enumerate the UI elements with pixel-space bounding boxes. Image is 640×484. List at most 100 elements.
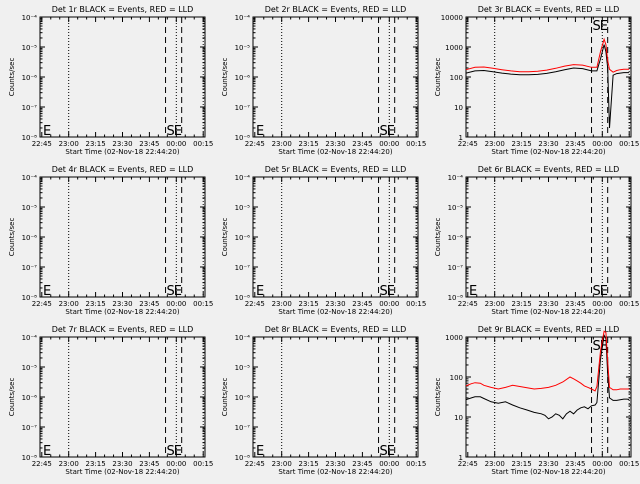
x-tick-label: 23:00	[59, 140, 79, 148]
y-axis-label: Counts/sec	[434, 218, 442, 257]
x-tick-label: 23:30	[325, 460, 345, 468]
y-tick-label: 1	[459, 454, 463, 462]
end-marker-left: E	[256, 284, 264, 299]
plot-frame	[252, 176, 419, 298]
x-tick-label: 23:45	[139, 140, 159, 148]
y-tick-label: 10	[454, 104, 463, 112]
x-tick-label: 23:45	[565, 300, 585, 308]
plot-frame	[39, 336, 206, 458]
end-marker: E	[600, 19, 608, 34]
x-axis-label: Start Time (02-Nov-18 22:44:20)	[65, 308, 179, 316]
panel-det-6: Det 6r BLACK = Events, RED = LLD 10⁻⁸ 10⁻⁷…	[434, 165, 639, 316]
x-tick-label: 23:00	[272, 300, 292, 308]
y-tick-label: 10⁻⁸	[235, 454, 251, 462]
x-tick-label: 23:00	[272, 140, 292, 148]
y-tick-label: 10⁻⁶	[22, 394, 38, 402]
panel-title: Det 4r BLACK = Events, RED = LLD	[52, 165, 194, 174]
y-tick-label: 10⁻⁴	[235, 14, 251, 22]
x-tick-label: 00:15	[406, 140, 426, 148]
plot-frame	[252, 16, 419, 138]
panel-title: Det 5r BLACK = Events, RED = LLD	[265, 165, 407, 174]
x-tick-label: 23:15	[299, 140, 319, 148]
x-tick-label: 23:15	[512, 460, 532, 468]
y-tick-label: 10⁻⁵	[448, 204, 464, 212]
plot-frame	[39, 176, 206, 298]
panel-title: Det 1r BLACK = Events, RED = LLD	[52, 5, 194, 14]
start-marker: S	[380, 124, 388, 139]
x-tick-label: 23:00	[59, 460, 79, 468]
end-marker-left: E	[256, 124, 264, 139]
end-marker-left: E	[43, 444, 51, 459]
end-marker: E	[387, 124, 395, 139]
y-tick-label: 10⁻⁶	[22, 74, 38, 82]
y-tick-label: 10⁻⁴	[235, 334, 251, 342]
x-tick-label: 00:00	[592, 460, 612, 468]
start-marker: S	[167, 284, 175, 299]
x-tick-label: 23:00	[485, 300, 505, 308]
x-axis-label: Start Time (02-Nov-18 22:44:20)	[491, 148, 605, 156]
x-tick-label: 00:00	[379, 300, 399, 308]
x-tick-label: 22:45	[458, 140, 478, 148]
x-axis-label: Start Time (02-Nov-18 22:44:20)	[278, 148, 392, 156]
x-tick-label: 23:15	[512, 140, 532, 148]
x-tick-label: 22:45	[32, 140, 52, 148]
x-axis-label: Start Time (02-Nov-18 22:44:20)	[65, 148, 179, 156]
y-tick-label: 10⁻⁴	[22, 174, 38, 182]
plot-frame	[465, 16, 632, 138]
x-tick-label: 22:45	[458, 460, 478, 468]
panel-det-5: Det 5r BLACK = Events, RED = LLD 10⁻⁸ 10⁻⁷…	[221, 165, 426, 316]
panel-title: Det 7r BLACK = Events, RED = LLD	[52, 325, 194, 334]
x-tick-label: 23:30	[112, 460, 132, 468]
x-tick-label: 23:15	[512, 300, 532, 308]
panel-det-2: Det 2r BLACK = Events, RED = LLD 10⁻⁸ 10⁻⁷…	[221, 5, 426, 156]
x-tick-label: 23:30	[538, 460, 558, 468]
series-lld-line	[465, 330, 630, 392]
y-tick-label: 10⁻⁸	[22, 134, 38, 142]
y-tick-label: 10⁻⁶	[235, 74, 251, 82]
y-tick-label: 10⁻⁶	[235, 234, 251, 242]
y-tick-label: 10⁻⁸	[235, 134, 251, 142]
x-tick-label: 23:30	[538, 300, 558, 308]
end-marker-left: E	[43, 284, 51, 299]
y-tick-label: 10⁻⁴	[22, 334, 38, 342]
y-tick-label: 10⁻⁶	[22, 234, 38, 242]
x-tick-label: 23:45	[352, 300, 372, 308]
x-tick-label: 23:15	[86, 140, 106, 148]
panel-det-1: Det 1r BLACK = Events, RED = LLD 10⁻⁸ 10⁻⁷…	[8, 5, 213, 156]
x-tick-label: 00:15	[619, 460, 639, 468]
y-axis-label: Counts/sec	[221, 58, 229, 97]
end-marker: E	[387, 284, 395, 299]
panel-title: Det 8r BLACK = Events, RED = LLD	[265, 325, 407, 334]
x-tick-label: 23:45	[139, 460, 159, 468]
x-tick-label: 23:00	[59, 300, 79, 308]
y-tick-label: 10⁻⁷	[448, 264, 464, 272]
x-tick-label: 23:30	[112, 300, 132, 308]
x-tick-label: 00:15	[193, 460, 213, 468]
y-axis-label: Counts/sec	[8, 218, 16, 257]
panel-title: Det 3r BLACK = Events, RED = LLD	[478, 5, 620, 14]
y-tick-label: 10⁻⁴	[235, 174, 251, 182]
y-axis-label: Counts/sec	[221, 218, 229, 257]
x-tick-label: 22:45	[32, 300, 52, 308]
y-axis-label: Counts/sec	[8, 58, 16, 97]
x-tick-label: 22:45	[32, 460, 52, 468]
plot-frame	[252, 336, 419, 458]
x-tick-label: 23:30	[325, 300, 345, 308]
plot-frame	[39, 16, 206, 138]
y-tick-label: 1000	[445, 334, 463, 342]
x-tick-label: 23:00	[272, 460, 292, 468]
y-tick-label: 1	[459, 134, 463, 142]
panel-det-4: Det 4r BLACK = Events, RED = LLD 10⁻⁸ 10⁻⁷…	[8, 165, 213, 316]
x-tick-label: 22:45	[245, 300, 265, 308]
panel-det-7: Det 7r BLACK = Events, RED = LLD 10⁻⁸ 10⁻⁷…	[8, 325, 213, 476]
x-tick-label: 22:45	[458, 300, 478, 308]
y-tick-label: 10⁻⁶	[235, 394, 251, 402]
x-tick-label: 22:45	[245, 460, 265, 468]
x-tick-label: 23:15	[86, 300, 106, 308]
y-tick-label: 10⁻⁵	[22, 44, 38, 52]
y-tick-label: 10⁻⁸	[235, 294, 251, 302]
y-tick-label: 10⁻⁷	[235, 264, 251, 272]
x-tick-label: 00:15	[406, 300, 426, 308]
